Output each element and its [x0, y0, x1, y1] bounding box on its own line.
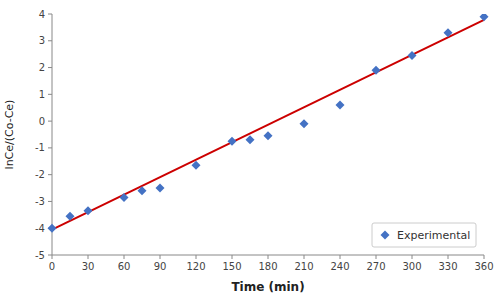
data-point	[444, 28, 453, 37]
x-tick-label: 210	[294, 261, 313, 272]
data-point	[120, 193, 129, 202]
x-tick-label: 270	[366, 261, 385, 272]
x-tick-label: 180	[258, 261, 277, 272]
chart: 0306090120150180210240270300330360-5-4-3…	[0, 0, 500, 299]
x-tick	[124, 255, 125, 259]
y-tick-label: 1	[39, 89, 45, 100]
x-tick	[376, 255, 377, 259]
y-tick	[48, 14, 52, 15]
y-axis-label: lnCe/(Co-Ce)	[3, 100, 16, 170]
legend-box	[372, 223, 476, 247]
data-point	[228, 137, 237, 146]
x-tick	[160, 255, 161, 259]
y-tick	[48, 147, 52, 148]
y-tick-label: 4	[39, 9, 45, 20]
x-tick	[340, 255, 341, 259]
x-tick-label: 30	[82, 261, 95, 272]
y-tick	[48, 94, 52, 95]
y-tick-label: -4	[35, 223, 45, 234]
x-tick-label: 90	[154, 261, 167, 272]
x-tick-label: 0	[49, 261, 55, 272]
x-tick	[232, 255, 233, 259]
x-tick	[196, 255, 197, 259]
x-tick	[484, 255, 485, 259]
x-tick	[268, 255, 269, 259]
x-tick-label: 120	[186, 261, 205, 272]
y-tick	[48, 121, 52, 122]
data-point	[156, 184, 165, 193]
x-tick-label: 300	[402, 261, 421, 272]
y-tick-label: -3	[35, 196, 45, 207]
legend-label: Experimental	[397, 229, 470, 242]
data-point	[246, 135, 255, 144]
x-tick-label: 150	[222, 261, 241, 272]
x-tick	[304, 255, 305, 259]
data-point	[408, 51, 417, 60]
x-tick-label: 240	[330, 261, 349, 272]
data-point	[66, 212, 75, 221]
x-tick-label: 330	[438, 261, 457, 272]
y-tick-label: 0	[39, 116, 45, 127]
y-tick	[48, 67, 52, 68]
data-point	[48, 224, 57, 233]
data-point	[372, 66, 381, 75]
data-point	[336, 101, 345, 110]
data-point	[138, 186, 147, 195]
x-tick	[412, 255, 413, 259]
y-tick	[48, 40, 52, 41]
x-tick	[52, 255, 53, 259]
x-tick	[88, 255, 89, 259]
y-tick	[48, 255, 52, 256]
legend: Experimental	[372, 223, 476, 247]
y-tick	[48, 201, 52, 202]
data-point	[264, 131, 273, 140]
data-point	[84, 206, 93, 215]
plot-area	[48, 14, 489, 233]
data-point	[300, 119, 309, 128]
y-tick-label: -2	[35, 169, 45, 180]
x-tick-label: 60	[118, 261, 131, 272]
y-axis	[52, 14, 53, 255]
x-tick	[448, 255, 449, 259]
y-tick-label: -5	[35, 250, 45, 261]
y-tick-label: -1	[35, 142, 45, 153]
y-tick-label: 2	[39, 62, 45, 73]
data-point	[192, 161, 201, 170]
y-tick-label: 3	[39, 35, 45, 46]
data-point	[480, 14, 489, 21]
x-tick-label: 360	[474, 261, 493, 272]
y-tick	[48, 174, 52, 175]
legend-swatch	[381, 231, 390, 240]
trend-line	[52, 20, 484, 230]
x-axis-label: Time (min)	[231, 280, 304, 294]
